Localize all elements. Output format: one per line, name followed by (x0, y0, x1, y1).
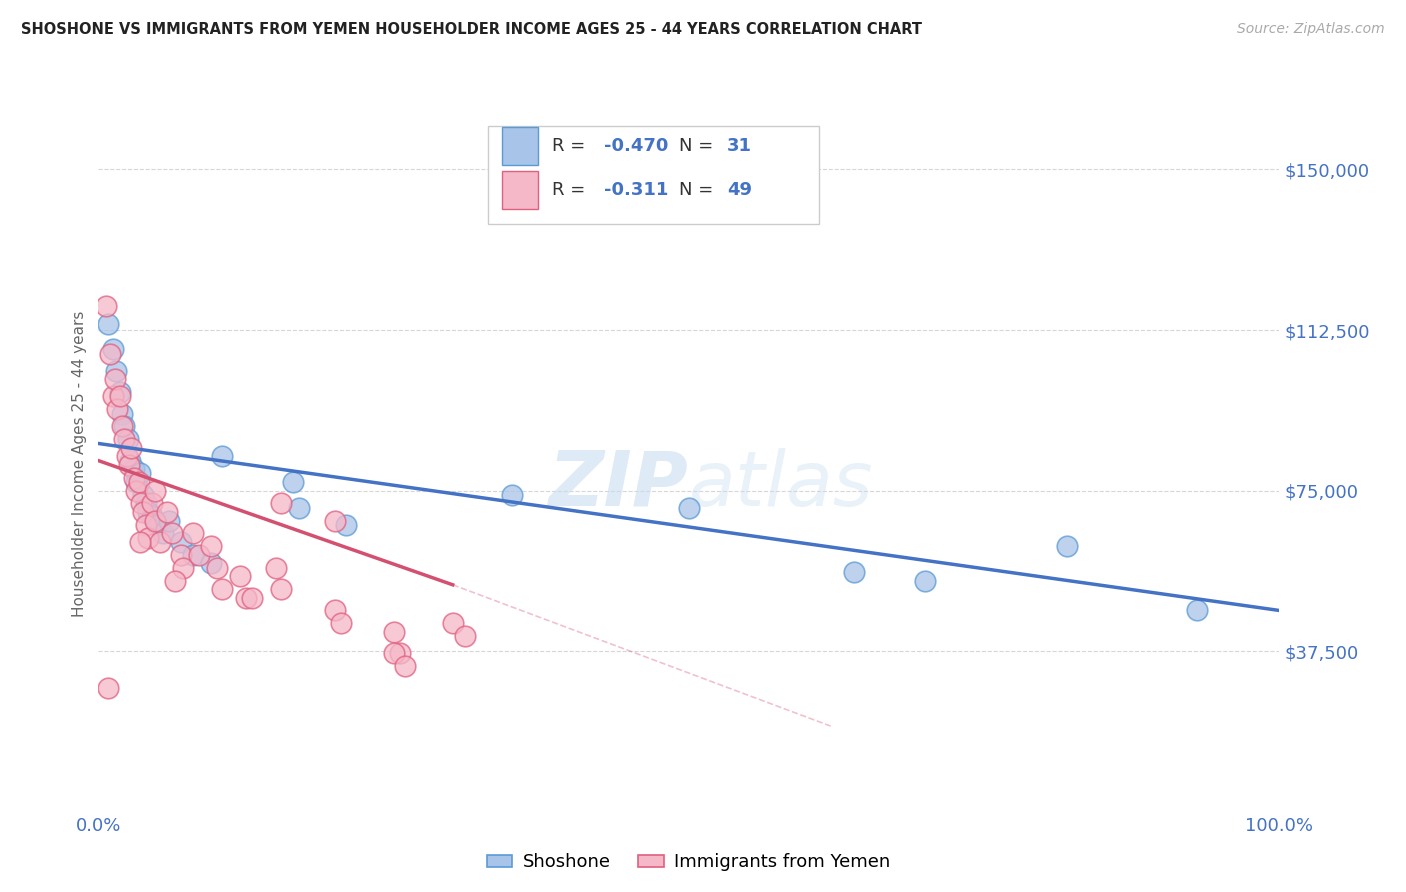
Point (152, 526, 174, 541)
Point (394, 659, 416, 673)
Point (264, 560, 287, 574)
Point (141, 496, 163, 510)
Point (501, 488, 523, 502)
Point (382, 624, 405, 639)
Point (141, 509, 163, 524)
Point (240, 591, 263, 605)
Point (844, 565, 866, 579)
Point (270, 582, 292, 596)
Point (200, 557, 222, 571)
Text: R =: R = (553, 181, 591, 199)
Point (129, 496, 152, 510)
Point (120, 453, 142, 467)
Point (112, 432, 135, 446)
Point (97, 681, 120, 695)
Text: atlas: atlas (689, 448, 873, 522)
Point (115, 450, 138, 464)
Text: -0.470: -0.470 (605, 137, 668, 155)
Point (136, 505, 159, 519)
Point (288, 500, 311, 515)
Point (132, 488, 155, 502)
Point (108, 389, 131, 403)
Point (118, 458, 141, 472)
Point (283, 475, 305, 489)
Text: R =: R = (553, 137, 591, 155)
Point (135, 517, 157, 532)
Point (111, 419, 134, 434)
Point (146, 517, 169, 532)
Point (101, 389, 124, 403)
Point (335, 517, 357, 532)
Point (111, 407, 134, 421)
Point (132, 505, 155, 519)
Point (157, 514, 180, 528)
Point (97, 317, 120, 331)
Point (181, 526, 204, 541)
Point (453, 629, 475, 643)
Text: SHOSHONE VS IMMIGRANTS FROM YEMEN HOUSEHOLDER INCOME AGES 25 - 44 YEARS CORRELAT: SHOSHONE VS IMMIGRANTS FROM YEMEN HOUSEH… (21, 22, 922, 37)
Point (128, 475, 150, 489)
Point (270, 496, 292, 510)
Point (128, 535, 150, 549)
Point (112, 419, 135, 434)
Point (200, 539, 222, 553)
Point (181, 548, 204, 562)
Point (441, 616, 464, 631)
Point (323, 603, 346, 617)
Point (98, 346, 121, 360)
Point (211, 582, 233, 596)
Y-axis label: Householder Income Ages 25 - 44 years: Householder Income Ages 25 - 44 years (72, 310, 87, 617)
Point (1185, 603, 1208, 617)
Point (149, 535, 172, 549)
Point (229, 569, 252, 583)
Point (388, 646, 411, 660)
Point (94, 300, 117, 314)
Point (170, 548, 193, 562)
Point (122, 462, 145, 476)
Point (143, 483, 166, 498)
Point (914, 574, 936, 588)
Bar (502, 171, 537, 210)
Bar (502, 127, 537, 165)
Text: Source: ZipAtlas.com: Source: ZipAtlas.com (1237, 22, 1385, 37)
Point (128, 467, 150, 481)
Legend: Shoshone, Immigrants from Yemen: Shoshone, Immigrants from Yemen (479, 847, 898, 879)
Point (117, 432, 139, 446)
Point (329, 616, 352, 631)
Point (105, 364, 128, 378)
Point (125, 475, 148, 489)
Point (187, 548, 209, 562)
Point (235, 591, 257, 605)
Point (104, 372, 127, 386)
Point (1056, 539, 1078, 553)
Point (323, 514, 346, 528)
Point (101, 343, 124, 357)
Text: 49: 49 (727, 181, 752, 199)
FancyBboxPatch shape (488, 127, 818, 224)
Point (170, 535, 193, 549)
Point (172, 560, 194, 574)
Point (122, 471, 145, 485)
Point (125, 483, 148, 498)
Text: N =: N = (679, 137, 720, 155)
Point (135, 496, 157, 510)
Point (136, 531, 159, 545)
Point (105, 402, 128, 417)
Point (382, 646, 405, 660)
Point (156, 505, 179, 519)
Point (108, 385, 131, 400)
Point (165, 574, 187, 588)
Point (121, 441, 143, 455)
Text: -0.311: -0.311 (605, 181, 668, 199)
Point (678, 500, 700, 515)
Point (205, 560, 228, 574)
Point (143, 514, 166, 528)
Text: ZIP: ZIP (550, 448, 689, 522)
Text: N =: N = (679, 181, 720, 199)
Text: 31: 31 (727, 137, 752, 155)
Point (160, 526, 183, 541)
Point (211, 450, 233, 464)
